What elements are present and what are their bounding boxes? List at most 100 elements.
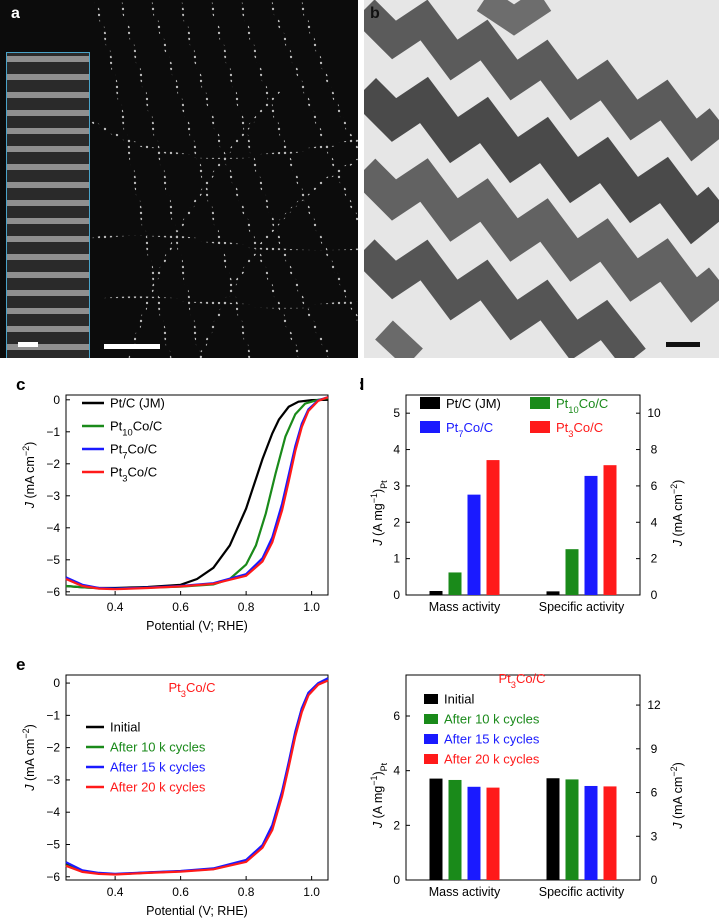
y-tick-label: −2 bbox=[46, 741, 60, 755]
y-right-tick-label: 10 bbox=[647, 406, 661, 420]
bar-1-3 bbox=[603, 465, 617, 595]
x-tick-label: 0.8 bbox=[238, 600, 255, 614]
y-tick-label: 1 bbox=[393, 552, 400, 566]
legend-swatch bbox=[530, 397, 550, 409]
legend-label: After 15 k cycles bbox=[444, 732, 540, 747]
y-right-tick-label: 3 bbox=[651, 829, 658, 843]
y-tick-label: −4 bbox=[46, 521, 60, 535]
bar-1-2 bbox=[584, 785, 598, 880]
x-axis-label: Potential (V; RHE) bbox=[146, 904, 248, 918]
y-tick-label: 2 bbox=[393, 515, 400, 529]
micrograph-a: a bbox=[0, 0, 358, 358]
y-tick-label: −1 bbox=[46, 708, 60, 722]
y-right-tick-label: 9 bbox=[651, 742, 658, 756]
scale-bar bbox=[104, 344, 160, 349]
y-tick-label: −6 bbox=[46, 585, 60, 599]
y-right-tick-label: 6 bbox=[651, 786, 658, 800]
x-tick-label: 0.4 bbox=[107, 600, 124, 614]
panel-label: c bbox=[16, 375, 25, 394]
plot-frame bbox=[405, 674, 641, 881]
x-tick-label: 0.6 bbox=[172, 600, 189, 614]
inset-image bbox=[6, 52, 90, 358]
legend-label: Pt10Co/C bbox=[110, 419, 162, 438]
legend-swatch bbox=[420, 421, 440, 433]
series-line-1 bbox=[65, 678, 329, 876]
category-label: Mass activity bbox=[429, 600, 501, 614]
y-tick-label: 0 bbox=[393, 588, 400, 602]
legend-swatch bbox=[424, 734, 438, 744]
y-tick-label: −1 bbox=[46, 425, 60, 439]
y-right-tick-label: 2 bbox=[651, 552, 658, 566]
panel-label: d bbox=[360, 375, 364, 394]
bar-1-3 bbox=[603, 786, 617, 880]
x-tick-label: 0.6 bbox=[172, 885, 189, 899]
y-tick-label: 0 bbox=[53, 393, 60, 407]
y-tick-label: −5 bbox=[46, 837, 60, 851]
series-line-4 bbox=[65, 396, 329, 591]
legend-label: After 10 k cycles bbox=[110, 740, 206, 755]
y-tick-label: 2 bbox=[393, 818, 400, 832]
legend-label: Pt/C (JM) bbox=[446, 396, 501, 411]
bar-0-1 bbox=[448, 572, 462, 595]
legend-label: After 20 k cycles bbox=[444, 752, 540, 767]
legend-swatch bbox=[424, 754, 438, 764]
category-label: Mass activity bbox=[429, 885, 501, 899]
y-tick-label: 3 bbox=[393, 479, 400, 493]
legend-label: After 15 k cycles bbox=[110, 760, 206, 775]
chart-e: e 0.4 0.6 0.8 1.0 0 −1 −2 −3 −4 −5 −6 Potential (V;… bbox=[16, 655, 329, 918]
bar-0-3 bbox=[486, 787, 500, 880]
series-line-4 bbox=[65, 679, 329, 876]
chart-title: Pt3Co/C bbox=[168, 680, 215, 699]
legend-label: Pt10Co/C bbox=[556, 396, 608, 415]
zigzag-nanowire-texture bbox=[364, 0, 719, 358]
bar-0-3 bbox=[486, 460, 500, 595]
legend-label: Initial bbox=[110, 720, 140, 735]
y-tick-label: −5 bbox=[46, 553, 60, 567]
y-tick-label: −3 bbox=[46, 773, 60, 787]
panel-label: e bbox=[16, 655, 25, 674]
series-line-2 bbox=[65, 397, 329, 590]
y-tick-label: 0 bbox=[53, 676, 60, 690]
chart-c: c 0.4 0.6 0.8 1.0 0 −1 −2 −3 −4 −5 −6 Potential (V;… bbox=[16, 375, 329, 633]
y-tick-label: 4 bbox=[393, 764, 400, 778]
y-axis-label: J (mA cm−2) bbox=[21, 724, 37, 792]
y-tick-label: 6 bbox=[393, 709, 400, 723]
x-tick-label: 0.8 bbox=[238, 885, 255, 899]
bar-1-2 bbox=[584, 475, 598, 595]
inset-scale-bar bbox=[18, 342, 38, 347]
scale-bar bbox=[666, 342, 700, 347]
bar-0-0 bbox=[429, 778, 443, 880]
bar-1-1 bbox=[565, 779, 579, 880]
y-tick-label: 4 bbox=[393, 443, 400, 457]
category-label: Specific activity bbox=[539, 885, 625, 899]
x-tick-label: 1.0 bbox=[303, 600, 320, 614]
y-tick-label: 0 bbox=[393, 873, 400, 887]
legend-label: After 10 k cycles bbox=[444, 712, 540, 727]
y-tick-label: −6 bbox=[46, 870, 60, 884]
legend-swatch bbox=[424, 714, 438, 724]
y-right-axis-label: J (mA cm−2) bbox=[669, 480, 685, 548]
micrograph-b: b bbox=[364, 0, 719, 358]
bar-1-1 bbox=[565, 549, 579, 595]
bar-0-2 bbox=[467, 494, 481, 595]
x-tick-label: 1.0 bbox=[303, 885, 320, 899]
plot-frame bbox=[65, 394, 329, 596]
legend-label: Pt7Co/C bbox=[446, 420, 493, 439]
bar-0-1 bbox=[448, 779, 462, 880]
y-tick-label: −4 bbox=[46, 805, 60, 819]
x-axis-label: Potential (V; RHE) bbox=[146, 619, 248, 633]
y-right-tick-label: 6 bbox=[651, 479, 658, 493]
y-right-tick-label: 0 bbox=[651, 588, 658, 602]
legend-swatch bbox=[530, 421, 550, 433]
legend-label: Pt3Co/C bbox=[556, 420, 603, 439]
chart-title: Pt3Co/C bbox=[498, 671, 545, 690]
plot-frame bbox=[65, 674, 329, 881]
legend-swatch bbox=[424, 694, 438, 704]
y-tick-label: −3 bbox=[46, 489, 60, 503]
y-right-axis-label: J (mA cm−2) bbox=[669, 762, 685, 830]
series-line-2 bbox=[65, 678, 329, 876]
y-axis-label: J (A mg−1)Pt bbox=[369, 480, 389, 547]
legend-label: After 20 k cycles bbox=[110, 780, 206, 795]
bar-1-0 bbox=[546, 778, 560, 880]
